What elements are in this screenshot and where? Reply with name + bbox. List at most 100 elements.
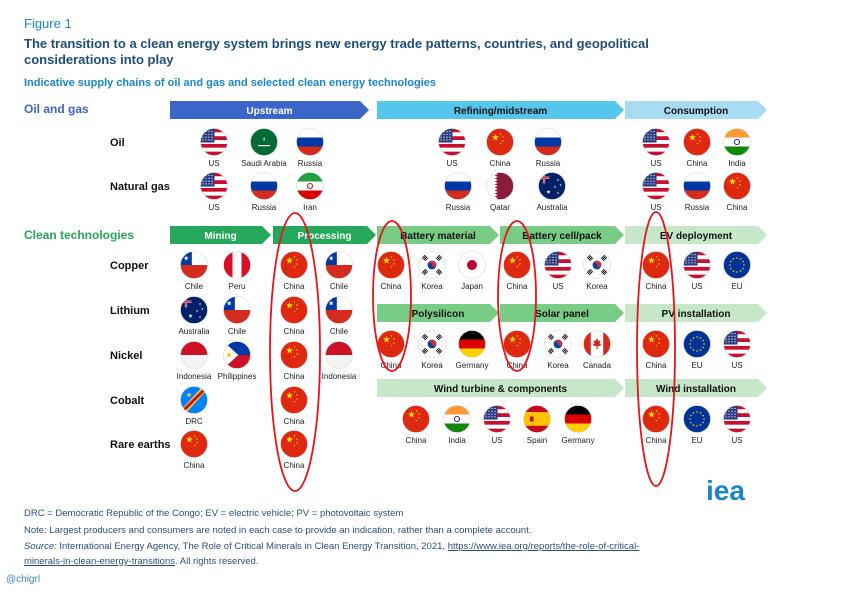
stage-arrow-polysilicon-shape: [377, 304, 499, 322]
footnote-source-continued: minerals-in-clean-energy-transitions. Al…: [24, 556, 258, 567]
flag-country-label: India: [728, 159, 746, 168]
footnote-source: Source: International Energy Agency, The…: [24, 541, 639, 552]
country-flag: [538, 172, 566, 200]
flag-country-label: EU: [731, 282, 742, 291]
flag-country-label: China: [490, 159, 511, 168]
flag-country-label: Germany: [456, 361, 489, 370]
china-flag: [280, 251, 308, 279]
source-label: Source:: [24, 541, 57, 552]
flag-country-label: Korea: [421, 282, 443, 291]
country-flag: [642, 251, 670, 279]
country-flag: [683, 128, 711, 156]
stage-arrow-pv-installation-shape: [625, 304, 767, 322]
china-flag: [642, 405, 670, 433]
country-flag: [683, 405, 711, 433]
iea-logo-text: iea: [706, 478, 745, 504]
russia-flag: [296, 128, 324, 156]
country-flag: [723, 172, 751, 200]
korea-flag: [544, 330, 572, 358]
source-link-part-1[interactable]: https://www.iea.org/reports/the-role-of-…: [447, 541, 640, 552]
country-flag: [523, 405, 551, 433]
country-flag: [583, 251, 611, 279]
spain-flag: [523, 405, 551, 433]
flag-country-label: Australia: [536, 203, 568, 212]
source-tail: . All rights reserved.: [175, 556, 259, 567]
india-flag: [443, 405, 471, 433]
country-flag: [418, 251, 446, 279]
country-flag: [280, 251, 308, 279]
country-flag: [223, 296, 251, 324]
flag-country-label: US: [691, 282, 702, 291]
russia-flag: [444, 172, 472, 200]
stage-arrow-refining: Refining/midstream: [377, 101, 624, 119]
stage-arrow-solar-panel-label: Solar panel: [535, 309, 589, 320]
stage-arrow-mining-shape: [170, 226, 271, 244]
china-flag: [503, 330, 531, 358]
source-link-part-2[interactable]: minerals-in-clean-energy-transitions: [24, 556, 176, 567]
flag-country-label: Germany: [562, 436, 595, 445]
country-flag: [723, 405, 751, 433]
section-label-oil-gas: Oil and gas: [24, 102, 89, 116]
flag-country-label: China: [646, 436, 667, 445]
stage-arrow-mining-label: Mining: [204, 231, 236, 242]
row-label-rare-earths: Rare earths: [110, 439, 171, 451]
flag-country-label: China: [284, 461, 305, 470]
flag-country-label: Iran: [303, 203, 317, 212]
stage-arrow-wind-turbine-label: Wind turbine & components: [434, 384, 568, 395]
country-flag: [723, 251, 751, 279]
country-flag: [683, 251, 711, 279]
stage-arrow-consumption: Consumption: [625, 101, 767, 119]
germany-flag: [564, 405, 592, 433]
indonesia-flag: [325, 341, 353, 369]
australia-flag: [538, 172, 566, 200]
stage-arrow-battery-cell-pack-label: Battery cell/pack: [522, 231, 602, 242]
china-flag: [642, 330, 670, 358]
stage-arrow-consumption-label: Consumption: [664, 106, 728, 117]
us-flag: [544, 251, 572, 279]
china-flag: [180, 430, 208, 458]
stage-arrow-polysilicon: Polysilicon: [377, 304, 499, 322]
country-flag: [544, 251, 572, 279]
flag-country-label: Chile: [228, 327, 247, 336]
country-flag: [325, 341, 353, 369]
chile-flag: [325, 296, 353, 324]
chile-flag: [180, 251, 208, 279]
stage-arrow-refining-label: Refining/midstream: [454, 106, 547, 117]
china-flag: [280, 386, 308, 414]
flag-country-label: US: [731, 361, 742, 370]
flag-country-label: US: [208, 159, 219, 168]
country-flag: [402, 405, 430, 433]
flag-country-label: Russia: [298, 159, 323, 168]
country-flag: [683, 172, 711, 200]
country-flag: [223, 341, 251, 369]
source-text: International Energy Agency, The Role of…: [56, 541, 448, 552]
country-flag: [180, 430, 208, 458]
country-flag: [486, 172, 514, 200]
stage-arrow-battery-material-label: Battery material: [400, 231, 476, 242]
flag-country-label: Chile: [330, 327, 349, 336]
flag-country-label: China: [284, 327, 305, 336]
flag-country-label: Russia: [536, 159, 561, 168]
country-flag: [296, 172, 324, 200]
germany-flag: [458, 330, 486, 358]
country-flag: [223, 251, 251, 279]
stage-arrow-wind-turbine-shape: [377, 379, 624, 397]
flag-country-label: China: [381, 282, 402, 291]
country-flag: [250, 172, 278, 200]
country-flag: [438, 128, 466, 156]
flag-country-label: US: [491, 436, 502, 445]
flag-country-label: Chile: [185, 282, 204, 291]
flag-country-label: China: [406, 436, 427, 445]
flag-country-label: Qatar: [490, 203, 510, 212]
country-flag: [418, 330, 446, 358]
stage-arrow-battery-material-shape: [377, 226, 499, 244]
flag-country-label: US: [208, 203, 219, 212]
country-flag: [296, 128, 324, 156]
china-flag: [723, 172, 751, 200]
highlight-ellipse-processing: [269, 212, 321, 492]
flag-country-label: US: [731, 436, 742, 445]
philippines-flag: [223, 341, 251, 369]
flag-country-label: Japan: [461, 282, 483, 291]
flag-country-label: EU: [691, 436, 702, 445]
stage-arrow-refining-shape: [377, 101, 624, 119]
